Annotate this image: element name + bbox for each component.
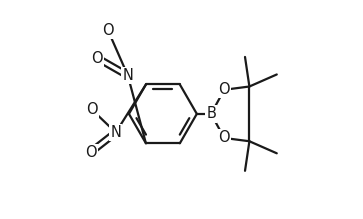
Text: N: N [110,125,121,140]
Text: O: O [85,145,97,160]
Text: O: O [91,51,103,65]
Text: O: O [219,131,230,145]
Text: O: O [102,23,114,38]
Text: N: N [122,68,133,83]
Text: B: B [206,106,216,121]
Text: O: O [86,102,98,117]
Text: O: O [219,82,230,97]
